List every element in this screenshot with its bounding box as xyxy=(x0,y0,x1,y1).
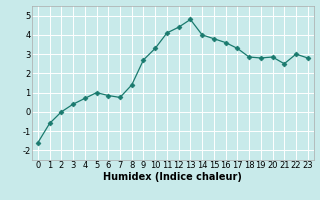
X-axis label: Humidex (Indice chaleur): Humidex (Indice chaleur) xyxy=(103,172,242,182)
